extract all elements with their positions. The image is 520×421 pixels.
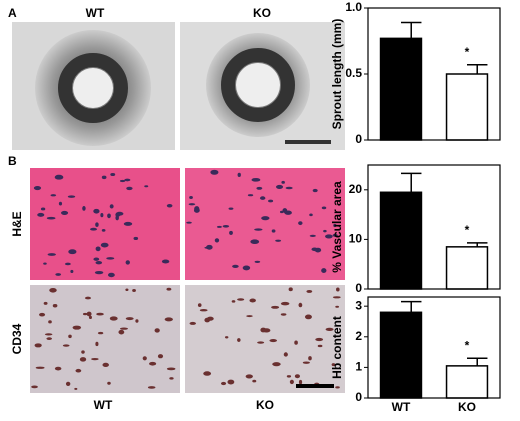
panel-label: A [8,6,17,20]
bar [445,365,489,399]
y-tick-label: 0 [355,390,362,404]
y-tick-label: 0 [355,281,362,295]
he-image [185,168,345,280]
y-tick-label: 0 [355,132,362,146]
y-tick-label: 10 [349,232,363,246]
plot-frame [367,296,501,399]
cd34-image [30,285,180,393]
column-label: WT [86,6,105,20]
he-image [30,168,180,280]
plot-frame [367,7,501,141]
column-label: KO [256,398,274,412]
bar [445,246,489,290]
y-tick-label: 1.0 [345,0,362,14]
bar [379,311,423,399]
annotation: * [465,45,470,59]
annotation: * [465,223,470,237]
bar [379,37,423,141]
column-label: KO [253,6,271,20]
y-axis-label: Hb content [330,316,344,379]
sprout-image [12,22,175,150]
plot-frame [367,164,501,290]
column-label: WT [94,398,113,412]
y-axis-label: % Vascular area [330,181,344,273]
y-tick-label: 20 [349,182,363,196]
y-tick-label: 1 [355,360,362,374]
bar [379,191,423,290]
annotation: * [465,338,470,352]
scale-bar [296,384,334,388]
x-tick-label: KO [458,400,476,414]
panel-label: B [8,154,17,168]
y-tick-label: 0.5 [345,66,362,80]
y-axis-label: Sprout length (mm) [330,19,344,130]
y-tick-label: 2 [355,329,362,343]
cell-dots [31,169,341,390]
row-label: H&E [10,211,24,236]
sprout-image [180,22,345,150]
row-label: CD34 [10,323,24,354]
x-tick-label: WT [392,400,411,414]
y-tick-label: 3 [355,298,362,312]
bar [445,73,489,141]
